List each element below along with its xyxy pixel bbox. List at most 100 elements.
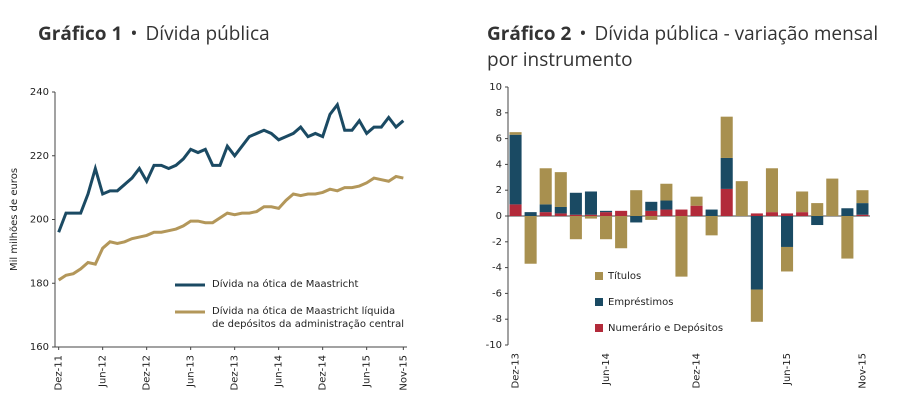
x-tick-label: Jun-14 — [274, 355, 285, 388]
bar-segment — [750, 216, 763, 290]
y-tick-label: 220 — [30, 151, 49, 162]
y-tick-label: -6 — [492, 288, 502, 299]
legend-swatch — [595, 324, 603, 332]
y-tick-label: -4 — [492, 263, 502, 274]
bar-segment — [645, 201, 658, 211]
legend-swatch — [595, 298, 603, 306]
line-series — [57, 101, 405, 233]
y-tick-label: 200 — [30, 215, 49, 226]
y-tick-label: -8 — [492, 314, 502, 325]
bar-segment — [509, 132, 522, 135]
bar-segment — [615, 216, 628, 249]
bar-segment — [781, 213, 794, 216]
bar-segment — [750, 213, 763, 216]
legend-swatch — [595, 272, 603, 280]
x-tick-label: Dez-12 — [142, 355, 153, 390]
bar-segment — [600, 210, 613, 213]
bar-segment — [615, 210, 628, 216]
title-label: Gráfico 1 — [38, 20, 123, 46]
title-text: Dívida pública — [145, 20, 270, 46]
bar-segment — [690, 205, 703, 216]
x-tick-label: Dez-11 — [54, 355, 65, 390]
x-tick-label: Jun-15 — [362, 355, 373, 388]
bar-segment — [554, 206, 567, 214]
chart-2: -10 -8 -6 -4 -2 0 2 4 6 8 10 Dez-13 Jun-14 Dez-14 Jun-… — [486, 82, 870, 389]
bar-segment — [856, 203, 869, 215]
bar-segment — [781, 216, 794, 247]
bar-segment — [660, 209, 673, 216]
bar-segment — [826, 178, 839, 216]
legend-label: Dívida na ótica de Maastricht — [212, 279, 359, 290]
bar-segment — [811, 216, 824, 226]
y-tick-label: -2 — [492, 237, 502, 248]
y-tick-label: 0 — [496, 211, 502, 222]
x-tick-label: Jun-15 — [782, 353, 793, 386]
bar-segment — [584, 216, 597, 219]
bar-segment — [841, 208, 854, 216]
y-tick-label: 2 — [496, 185, 502, 196]
y-axis-label: Mil milhões de euros — [9, 168, 20, 271]
x-tick-label: Jun-12 — [98, 355, 109, 388]
bar-segment — [841, 216, 854, 259]
y-tick-label: -10 — [486, 340, 502, 351]
x-tick-label: Jun-13 — [186, 355, 197, 388]
x-tick-label: Dez-14 — [318, 355, 329, 390]
bar-segment — [720, 157, 733, 189]
bar-segment — [705, 216, 718, 236]
bar-segment — [509, 204, 522, 216]
y-tick-label: 4 — [496, 159, 502, 170]
bar-segment — [856, 214, 869, 216]
bar-segment — [524, 216, 537, 264]
bar-segment — [750, 289, 763, 322]
bar-segment — [856, 190, 869, 204]
bar-segment — [720, 188, 733, 216]
bar-segment — [569, 214, 582, 216]
bar-segment — [630, 216, 643, 223]
bar-segment — [765, 168, 778, 213]
bar-segment — [630, 190, 643, 216]
bar-segment — [690, 196, 703, 206]
bar-segment — [645, 216, 658, 220]
legend-entry: Dívida na ótica de Maastricht — [212, 279, 359, 290]
line-series — [57, 174, 404, 282]
x-tick-label: Nov-15 — [857, 353, 868, 389]
y-tick-label: 180 — [30, 278, 49, 289]
bar-segment — [675, 216, 688, 277]
bar-segment — [600, 216, 613, 240]
bar-segment — [660, 200, 673, 210]
bar-segment — [645, 210, 658, 216]
bar-segment — [554, 172, 567, 207]
bar-segment — [781, 246, 794, 272]
bar-segment — [569, 216, 582, 240]
x-tick-label: Dez-13 — [511, 353, 522, 388]
bar-segment — [524, 212, 537, 216]
bar-segment — [811, 203, 824, 216]
legend-label: Empréstimos — [608, 296, 673, 308]
bar-segment — [509, 134, 522, 205]
bar-segment — [720, 116, 733, 158]
y-tick-label: 8 — [496, 108, 502, 119]
x-tick-label: Jun-14 — [601, 353, 612, 386]
bar-segment — [660, 183, 673, 201]
bar-segment — [584, 214, 597, 216]
bar-segment — [539, 204, 552, 213]
bar-segment — [554, 213, 567, 216]
legend-label: Numerário e Depósitos — [608, 322, 723, 334]
y-tick-label: 10 — [489, 82, 502, 93]
legend-entry: Dívida na ótica de Maastricht líquida de… — [212, 306, 405, 330]
y-tick-label: 240 — [30, 87, 49, 98]
chart-1: 160 180 200 220 240 Dez-11 Jun-12 Dez-12 Jun-13 D… — [9, 87, 409, 391]
bar-segment — [569, 192, 582, 215]
bar-segment — [539, 168, 552, 205]
bar-segment — [539, 212, 552, 216]
y-tick-label: 6 — [496, 134, 502, 145]
title-text: Dívida pública - variação mensal por ins… — [487, 20, 879, 72]
bar-segment — [584, 191, 597, 215]
legend-label: Títulos — [607, 270, 641, 282]
y-tick-label: 160 — [30, 342, 49, 353]
legend-label: Dívida na ótica de Maastricht líquida de… — [212, 306, 405, 330]
x-tick-label: Dez-13 — [230, 355, 241, 390]
bar-segment — [796, 191, 809, 213]
bar-segment — [705, 209, 718, 216]
